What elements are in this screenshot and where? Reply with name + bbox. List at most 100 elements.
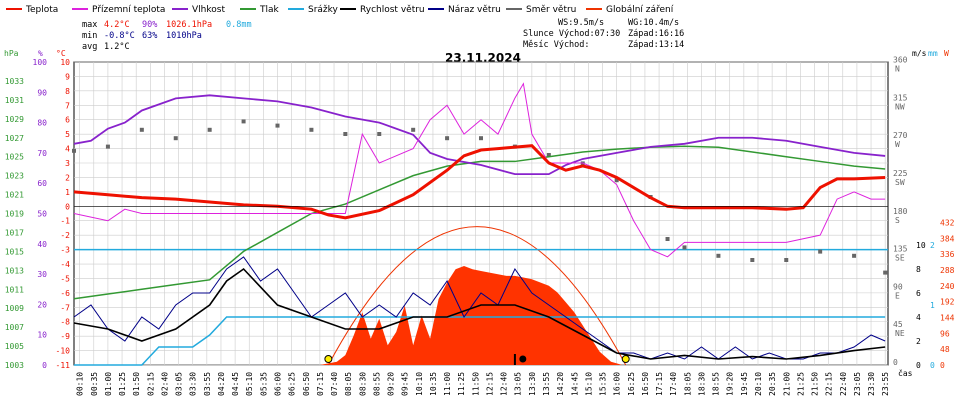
pressure-tick-label: 1011 (5, 285, 24, 294)
x-tick-label: 14:20 (556, 372, 565, 396)
stats-max-pressure: 1026.1hPa (166, 20, 212, 30)
legend-label: Náraz větru (448, 5, 501, 15)
wind-speed-line (73, 267, 886, 360)
stats-min-temp: -0.8°C (104, 31, 135, 41)
stats-min-pressure: 1010hPa (166, 31, 202, 41)
x-tick-label: 17:40 (669, 372, 678, 396)
radiation-tick-label: 432 (940, 218, 955, 227)
moonset-marker (519, 355, 527, 363)
x-tick-label: 03:55 (203, 372, 212, 396)
stats-min-humidity: 63% (142, 31, 157, 41)
temperature-line (73, 144, 886, 220)
wind-direction-point (784, 258, 789, 262)
x-tick-label: 16:50 (641, 372, 650, 396)
stats-max-rain: 0.8mm (226, 20, 252, 30)
pressure-tick-label: 1031 (5, 96, 24, 105)
x-tick-label: 18:30 (697, 372, 706, 396)
x-tick-label: 19:20 (726, 372, 735, 396)
wind-direction-tick-label: W (895, 140, 900, 149)
plot-area (72, 82, 888, 366)
axis-units: hPa % °C m/s mm W čas (4, 49, 949, 378)
x-tick-label: 10:35 (429, 372, 438, 396)
clear-sky-radiation-curve (327, 226, 627, 366)
pressure-line (73, 145, 886, 300)
pressure-tick-label: 1033 (5, 77, 24, 86)
x-tick-label: 09:20 (387, 372, 396, 396)
sunrise-info: Slunce Východ:07:30 (523, 29, 620, 39)
pressure-tick-label: 1005 (5, 342, 24, 351)
legend-item-prizemni-teplota: Přízemní teplota (72, 5, 165, 15)
wind-direction-point (72, 148, 76, 153)
wind-speed-info: WS:9.5m/s (558, 18, 604, 28)
legend-item-srazky: Srážky (288, 5, 339, 15)
humidity-tick-label: 0 (42, 361, 47, 370)
wind-direction-tick-label: 270 (893, 131, 908, 140)
wind-direction-point (275, 123, 280, 128)
legend-label: Vlhkost (192, 5, 225, 15)
temperature-tick-label: 3 (65, 159, 70, 168)
wind-speed-tick-label: 4 (916, 313, 921, 322)
x-tick-label: 02:40 (160, 372, 169, 396)
x-tick-label: 14:45 (570, 372, 579, 396)
pressure-tick-label: 1021 (5, 191, 24, 200)
wind-direction-point (546, 153, 551, 157)
x-tick-label: 21:50 (811, 372, 820, 396)
stats-avg-label: avg (82, 42, 97, 52)
temperature-tick-label: 7 (65, 101, 70, 110)
humidity-tick-label: 90 (37, 88, 47, 97)
wind-speed-tick-label: 2 (916, 337, 921, 346)
wind-speed-tick-label: 6 (916, 289, 921, 298)
x-tick-label: 22:40 (839, 372, 848, 396)
pressure-tick-label: 1015 (5, 247, 24, 256)
humidity-tick-label: 50 (37, 210, 47, 219)
legend-item-teplota: Teplota (6, 5, 58, 15)
stats-max-humidity: 90% (142, 20, 157, 30)
sun-wind-block: WS:9.5m/s WG:10.4m/s Slunce Východ:07:30… (523, 18, 684, 50)
wind-direction-point (614, 178, 619, 183)
chart-title-date: 23.11.2024 (445, 51, 521, 65)
legend-item-tlak: Tlak (240, 5, 280, 15)
x-tick-label: 13:55 (542, 372, 551, 396)
temperature-tick-label: 6 (65, 116, 70, 125)
pressure-tick-label: 1019 (5, 210, 24, 219)
x-tick-label: 12:15 (485, 372, 494, 396)
wind-direction-point (411, 127, 416, 132)
radiation-tick-label: 48 (940, 345, 950, 354)
stats-block: max 4.2°C 90% 1026.1hPa 0.8mm min -0.8°C… (82, 20, 252, 52)
temperature-tick-label: 5 (65, 130, 70, 139)
temperature-tick-label: 4 (65, 145, 70, 154)
wind-direction-point (173, 136, 178, 141)
x-tick-label: 21:25 (796, 372, 805, 396)
radiation-area (319, 266, 623, 365)
wind-speed-tick-label: 10 (916, 241, 926, 250)
humidity-tick-label: 60 (37, 179, 47, 188)
unit-watt: W (944, 49, 949, 58)
rain-series-line (74, 316, 886, 366)
pressure-tick-label: 1009 (5, 304, 24, 313)
x-tick-label: 23:30 (867, 372, 876, 396)
wind-direction-point (207, 127, 212, 132)
right-axes: 360N315NW270W225SW180S135SE90E45NE010864… (893, 56, 955, 370)
x-tick-label: 12:40 (500, 372, 509, 396)
radiation-tick-label: 336 (940, 250, 955, 259)
temperature-tick-label: -2 (60, 231, 70, 240)
stats-max-label: max (82, 20, 97, 30)
wind-direction-point (883, 270, 888, 275)
temperature-tick-label: -10 (56, 347, 71, 356)
wind-direction-point (479, 136, 483, 141)
wind-speed-tick-label: 8 (916, 265, 921, 274)
radiation-tick-label: 96 (940, 329, 950, 338)
radiation-tick-label: 0 (940, 361, 945, 370)
temperature-tick-label: -6 (60, 289, 70, 298)
temperature-tick-label: -7 (60, 303, 70, 312)
x-tick-label: 13:30 (528, 372, 537, 396)
temperature-tick-label: 2 (65, 173, 70, 182)
x-tick-label: 04:20 (217, 372, 226, 396)
wind-direction-point (716, 253, 721, 258)
wind-direction-tick-label: SE (895, 254, 905, 263)
x-tick-label: 20:35 (768, 372, 777, 396)
wind-direction-point (818, 249, 823, 254)
wind-direction-tick-label: 0 (893, 358, 898, 367)
x-tick-label: 03:05 (175, 372, 184, 396)
x-tick-label: 23:05 (853, 372, 862, 396)
